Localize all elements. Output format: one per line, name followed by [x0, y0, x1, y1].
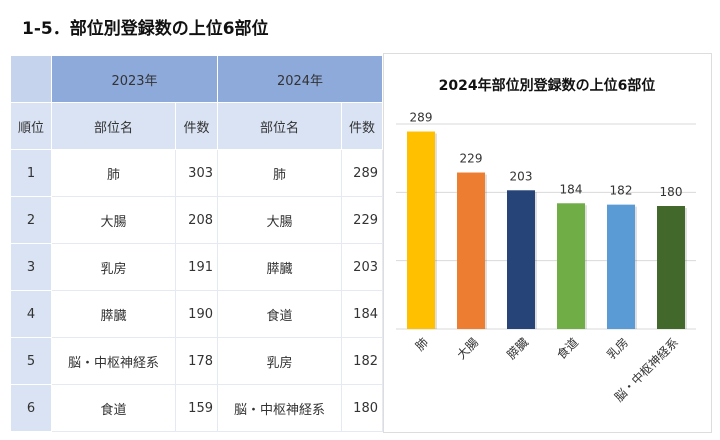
data-label: 180: [660, 185, 683, 199]
rank-cell: 4: [10, 290, 52, 338]
count-2023-cell: 159: [175, 384, 218, 432]
table-row: 3 乳房 191 膵臓 203: [10, 243, 383, 291]
table-row: 1 肺 303 肺 289: [10, 149, 383, 197]
table-row: 4 膵臓 190 食道 184: [10, 290, 383, 338]
site-2024-cell: 膵臓: [217, 243, 342, 291]
site-2024-cell: 脳・中枢神経系: [217, 384, 342, 432]
bar: [457, 172, 485, 329]
site-2023-cell: 肺: [51, 149, 176, 197]
x-tick-label: 大腸: [454, 335, 481, 362]
site-2023-cell: 乳房: [51, 243, 176, 291]
page-title: 1-5．部位別登録数の上位6部位: [22, 19, 269, 39]
bar: [657, 206, 685, 329]
data-label: 182: [610, 184, 633, 198]
data-label: 229: [460, 152, 483, 166]
table-row: 5 脳・中枢神経系 178 乳房 182: [10, 337, 383, 385]
site-2023-cell: 食道: [51, 384, 176, 432]
corner-cell: [10, 55, 52, 103]
data-label: 289: [410, 111, 433, 125]
site-2024-cell: 肺: [217, 149, 342, 197]
count-2023-cell: 208: [175, 196, 218, 244]
bar: [507, 190, 535, 329]
site-2024-cell: 乳房: [217, 337, 342, 385]
bar: [557, 203, 585, 329]
count-2023-cell: 191: [175, 243, 218, 291]
count-2023-cell: 303: [175, 149, 218, 197]
site-2023-cell: 脳・中枢神経系: [51, 337, 176, 385]
ranking-table: 2023年 2024年 順位 部位名 件数 部位名 件数 1 肺 303 肺 289 2 大…: [10, 55, 383, 432]
site-2024-cell: 大腸: [217, 196, 342, 244]
rank-cell: 2: [10, 196, 52, 244]
count-2023-cell: 178: [175, 337, 218, 385]
count-header-2023: 件数: [175, 102, 218, 150]
data-label: 203: [510, 169, 533, 183]
rank-cell: 5: [10, 337, 52, 385]
count-2023-cell: 190: [175, 290, 218, 338]
x-tick-label: 乳房: [604, 335, 632, 363]
table-row: 6 食道 159 脳・中枢神経系 180: [10, 384, 383, 432]
rank-cell: 6: [10, 384, 52, 432]
rank-cell: 1: [10, 149, 52, 197]
site-header-2023: 部位名: [51, 102, 176, 150]
x-tick-label: 肺: [413, 335, 431, 353]
count-2024-cell: 180: [341, 384, 383, 432]
count-2024-cell: 229: [341, 196, 383, 244]
site-header-2024: 部位名: [217, 102, 342, 150]
count-2024-cell: 184: [341, 290, 383, 338]
bar-chart: 2024年部位別登録数の上位6部位 289 肺 229 大腸 203 膵臓 184 食道 182…: [396, 77, 696, 405]
rank-cell: 3: [10, 243, 52, 291]
count-2024-cell: 289: [341, 149, 383, 197]
bar: [607, 204, 635, 329]
rank-header: 順位: [10, 102, 52, 150]
year-2023-header: 2023年: [51, 55, 218, 103]
x-tick-label: 膵臓: [504, 335, 531, 362]
count-header-2024: 件数: [341, 102, 383, 150]
x-tick-label: 食道: [554, 335, 582, 363]
chart-title: 2024年部位別登録数の上位6部位: [439, 77, 656, 94]
bar: [407, 131, 435, 329]
count-2024-cell: 182: [341, 337, 383, 385]
data-label: 184: [560, 182, 583, 196]
chart-panel: 2024年部位別登録数の上位6部位 289 肺 229 大腸 203 膵臓 184 食道 182…: [383, 53, 712, 433]
site-2023-cell: 膵臓: [51, 290, 176, 338]
year-2024-header: 2024年: [217, 55, 383, 103]
site-2023-cell: 大腸: [51, 196, 176, 244]
table-row: 2 大腸 208 大腸 229: [10, 196, 383, 244]
count-2024-cell: 203: [341, 243, 383, 291]
site-2024-cell: 食道: [217, 290, 342, 338]
